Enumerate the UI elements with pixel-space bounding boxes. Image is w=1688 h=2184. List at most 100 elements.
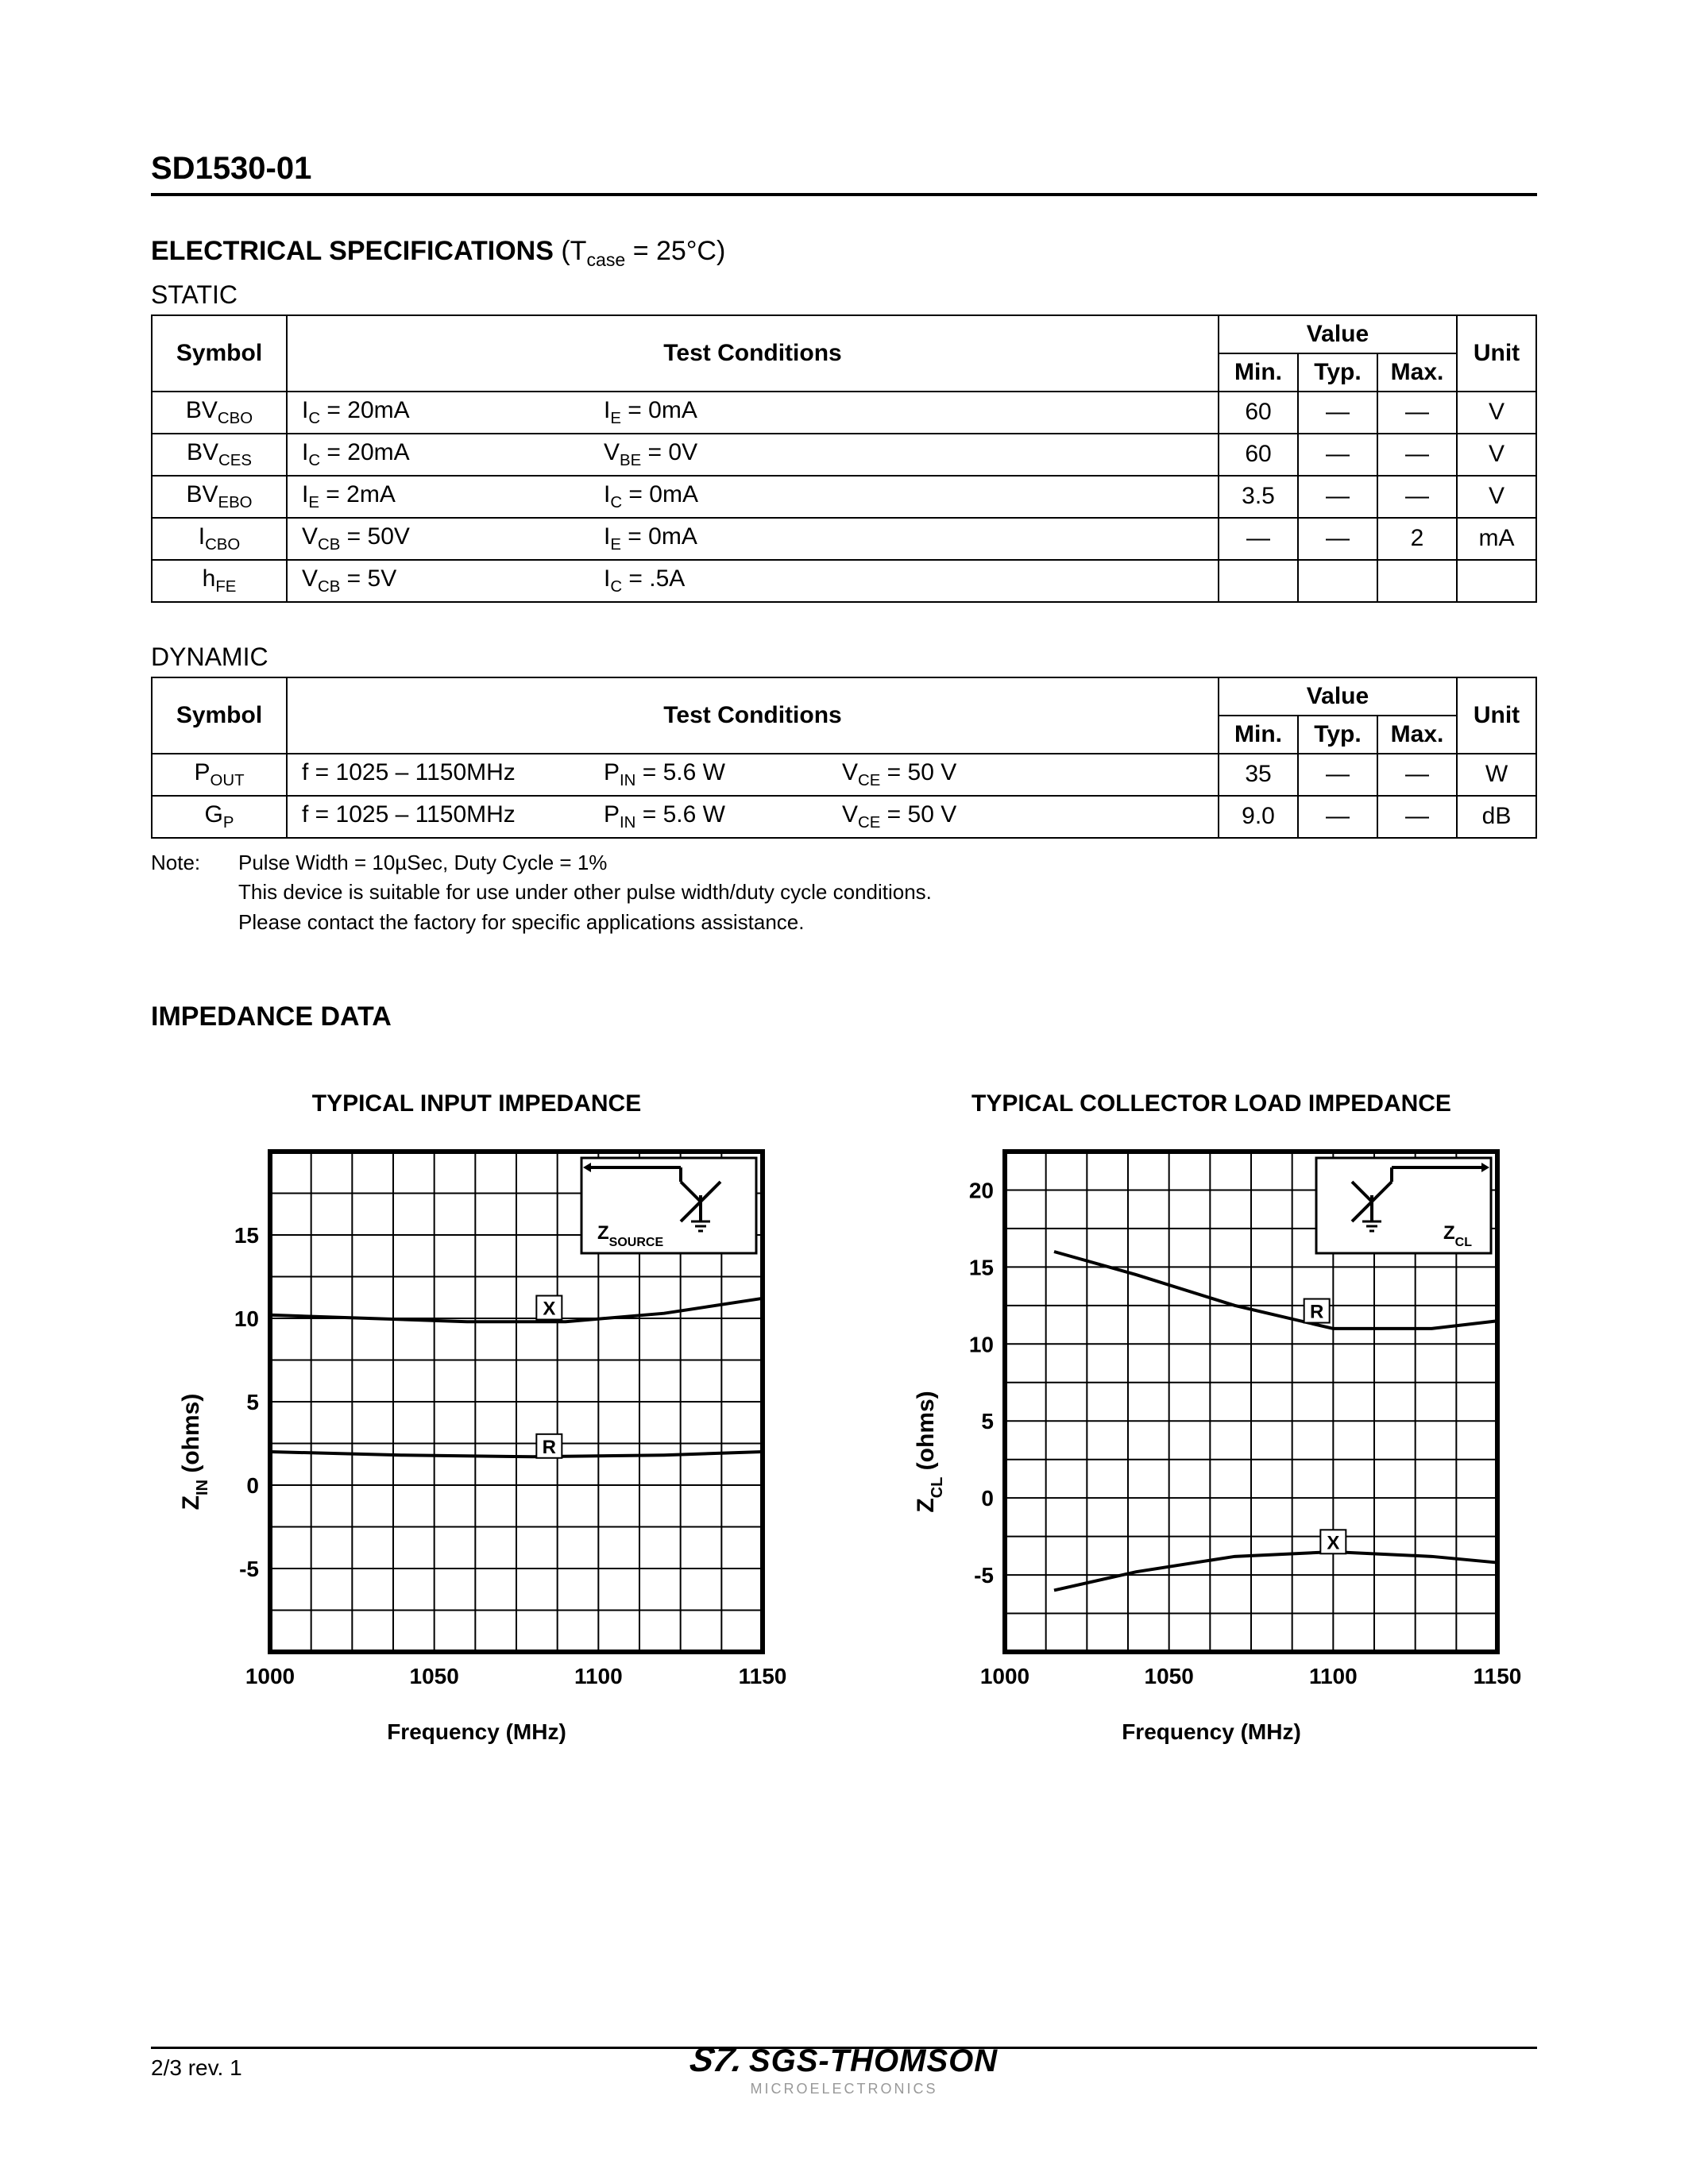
electrical-spec-heading: ELECTRICAL SPECIFICATIONS (Tcase = 25°C) [151, 236, 1537, 271]
note-label: Note: [151, 848, 238, 878]
col-max: Max. [1377, 716, 1457, 754]
cell-max: — [1377, 754, 1457, 796]
table-row: hFEVCB = 5VIC = .5A [152, 560, 1536, 602]
cell-max: — [1377, 476, 1457, 518]
col-typ: Typ. [1298, 353, 1377, 392]
cell-conditions: IC = 20mAIE = 0mA [287, 392, 1219, 434]
svg-text:X: X [1327, 1532, 1339, 1553]
cell-conditions: IE = 2mAIC = 0mA [287, 476, 1219, 518]
spec-condition: (Tcase = 25°C) [561, 236, 725, 266]
cell-min: 60 [1219, 392, 1298, 434]
cell-min: — [1219, 518, 1298, 560]
table-row: BVEBOIE = 2mAIC = 0mA3.5——V [152, 476, 1536, 518]
cell-unit: W [1457, 754, 1536, 796]
chart-input-impedance: TYPICAL INPUT IMPEDANCE 1000 1050 1100 1150… [167, 1072, 786, 1745]
svg-text:-5: -5 [974, 1563, 994, 1588]
dynamic-subheading: DYNAMIC [151, 642, 1537, 672]
chart-collector-load-impedance: TYPICAL COLLECTOR LOAD IMPEDANCE 1000105… [902, 1072, 1521, 1745]
svg-text:1050: 1050 [1145, 1664, 1194, 1688]
svg-text:1100: 1100 [574, 1664, 623, 1688]
col-typ: Typ. [1298, 716, 1377, 754]
table-row: BVCESIC = 20mAVBE = 0V60——V [152, 434, 1536, 476]
svg-text:1000: 1000 [245, 1664, 295, 1688]
cell-min: 9.0 [1219, 796, 1298, 838]
cell-conditions: VCB = 50VIE = 0mA [287, 518, 1219, 560]
x-axis-label: Frequency (MHz) [167, 1719, 786, 1745]
note-line: This device is suitable for use under ot… [151, 878, 1537, 908]
cell-typ: — [1298, 476, 1377, 518]
cell-max: 2 [1377, 518, 1457, 560]
logo-main: SGS-THOMSON [749, 2043, 998, 2078]
note-line: Pulse Width = 10µSec, Duty Cycle = 1% [238, 851, 607, 874]
cell-unit: dB [1457, 796, 1536, 838]
cell-unit [1457, 560, 1536, 602]
svg-text:15: 15 [234, 1223, 259, 1248]
col-unit: Unit [1457, 677, 1536, 754]
col-test-conditions: Test Conditions [287, 677, 1219, 754]
cell-symbol: BVCES [152, 434, 287, 476]
svg-text:15: 15 [969, 1255, 994, 1279]
svg-text:1050: 1050 [410, 1664, 459, 1688]
logo-sub: MICROELECTRONICS [750, 2081, 937, 2097]
cell-unit: V [1457, 476, 1536, 518]
col-value: Value [1219, 677, 1457, 716]
cell-symbol: ICBO [152, 518, 287, 560]
cell-typ: — [1298, 796, 1377, 838]
cell-symbol: GP [152, 796, 287, 838]
table-row: ICBOVCB = 50VIE = 0mA——2mA [152, 518, 1536, 560]
cell-conditions: f = 1025 – 1150MHzPIN = 5.6 WVCE = 50 V [287, 796, 1219, 838]
cell-typ: — [1298, 392, 1377, 434]
svg-text:5: 5 [981, 1409, 994, 1433]
svg-text:20: 20 [969, 1178, 994, 1202]
charts-row: TYPICAL INPUT IMPEDANCE 1000105011001150… [151, 1072, 1537, 1745]
col-unit: Unit [1457, 315, 1536, 392]
svg-text:1150: 1150 [739, 1664, 786, 1688]
page-footer: 2/3 rev. 1 S7.SGS-THOMSON MICROELECTRONI… [151, 2047, 1537, 2081]
cell-unit: V [1457, 392, 1536, 434]
cell-conditions: VCB = 5VIC = .5A [287, 560, 1219, 602]
svg-text:1150: 1150 [1474, 1664, 1521, 1688]
cell-min: 3.5 [1219, 476, 1298, 518]
cell-min: 60 [1219, 434, 1298, 476]
static-subheading: STATIC [151, 280, 1537, 310]
static-table: Symbol Test Conditions Value Unit Min. T… [151, 314, 1537, 603]
logo-mark-icon: S7. [687, 2044, 746, 2076]
chart-svg: 1000105011001150-5051015ZIN (ohms)XRZSOU… [167, 1136, 786, 1707]
svg-text:0: 0 [981, 1486, 994, 1511]
table-row: GPf = 1025 – 1150MHzPIN = 5.6 WVCE = 50 … [152, 796, 1536, 838]
table-row: BVCBOIC = 20mAIE = 0mA60——V [152, 392, 1536, 434]
svg-text:X: X [543, 1298, 555, 1319]
chart-title: TYPICAL INPUT IMPEDANCE [167, 1072, 786, 1136]
cell-max [1377, 560, 1457, 602]
x-axis-label: Frequency (MHz) [902, 1719, 1521, 1745]
impedance-heading: IMPEDANCE DATA [151, 1001, 1537, 1032]
cell-conditions: IC = 20mAVBE = 0V [287, 434, 1219, 476]
cell-max: — [1377, 434, 1457, 476]
cell-typ: — [1298, 754, 1377, 796]
cell-typ: — [1298, 518, 1377, 560]
cell-conditions: f = 1025 – 1150MHzPIN = 5.6 WVCE = 50 V [287, 754, 1219, 796]
chart-svg: 1000105011001150-505101520ZCL (ohms)RXZC… [902, 1136, 1521, 1707]
cell-typ [1298, 560, 1377, 602]
cell-symbol: BVCBO [152, 392, 287, 434]
svg-text:ZIN (ohms): ZIN (ohms) [178, 1394, 211, 1511]
cell-max: — [1377, 392, 1457, 434]
cell-typ: — [1298, 434, 1377, 476]
col-value: Value [1219, 315, 1457, 353]
col-min: Min. [1219, 716, 1298, 754]
svg-text:ZCL (ohms): ZCL (ohms) [913, 1391, 946, 1512]
part-number-heading: SD1530-01 [151, 151, 1537, 196]
dynamic-table: Symbol Test Conditions Value Unit Min. T… [151, 677, 1537, 839]
col-min: Min. [1219, 353, 1298, 392]
svg-text:0: 0 [246, 1473, 259, 1498]
brand-logo: S7.SGS-THOMSON MICROELECTRONICS [690, 2044, 998, 2096]
cell-unit: mA [1457, 518, 1536, 560]
svg-text:10: 10 [969, 1332, 994, 1356]
svg-text:-5: -5 [239, 1557, 259, 1581]
note-line: Please contact the factory for specific … [151, 908, 1537, 938]
note-block: Note:Pulse Width = 10µSec, Duty Cycle = … [151, 848, 1537, 938]
col-symbol: Symbol [152, 315, 287, 392]
svg-text:1100: 1100 [1309, 1664, 1358, 1688]
cell-min: 35 [1219, 754, 1298, 796]
cell-symbol: hFE [152, 560, 287, 602]
